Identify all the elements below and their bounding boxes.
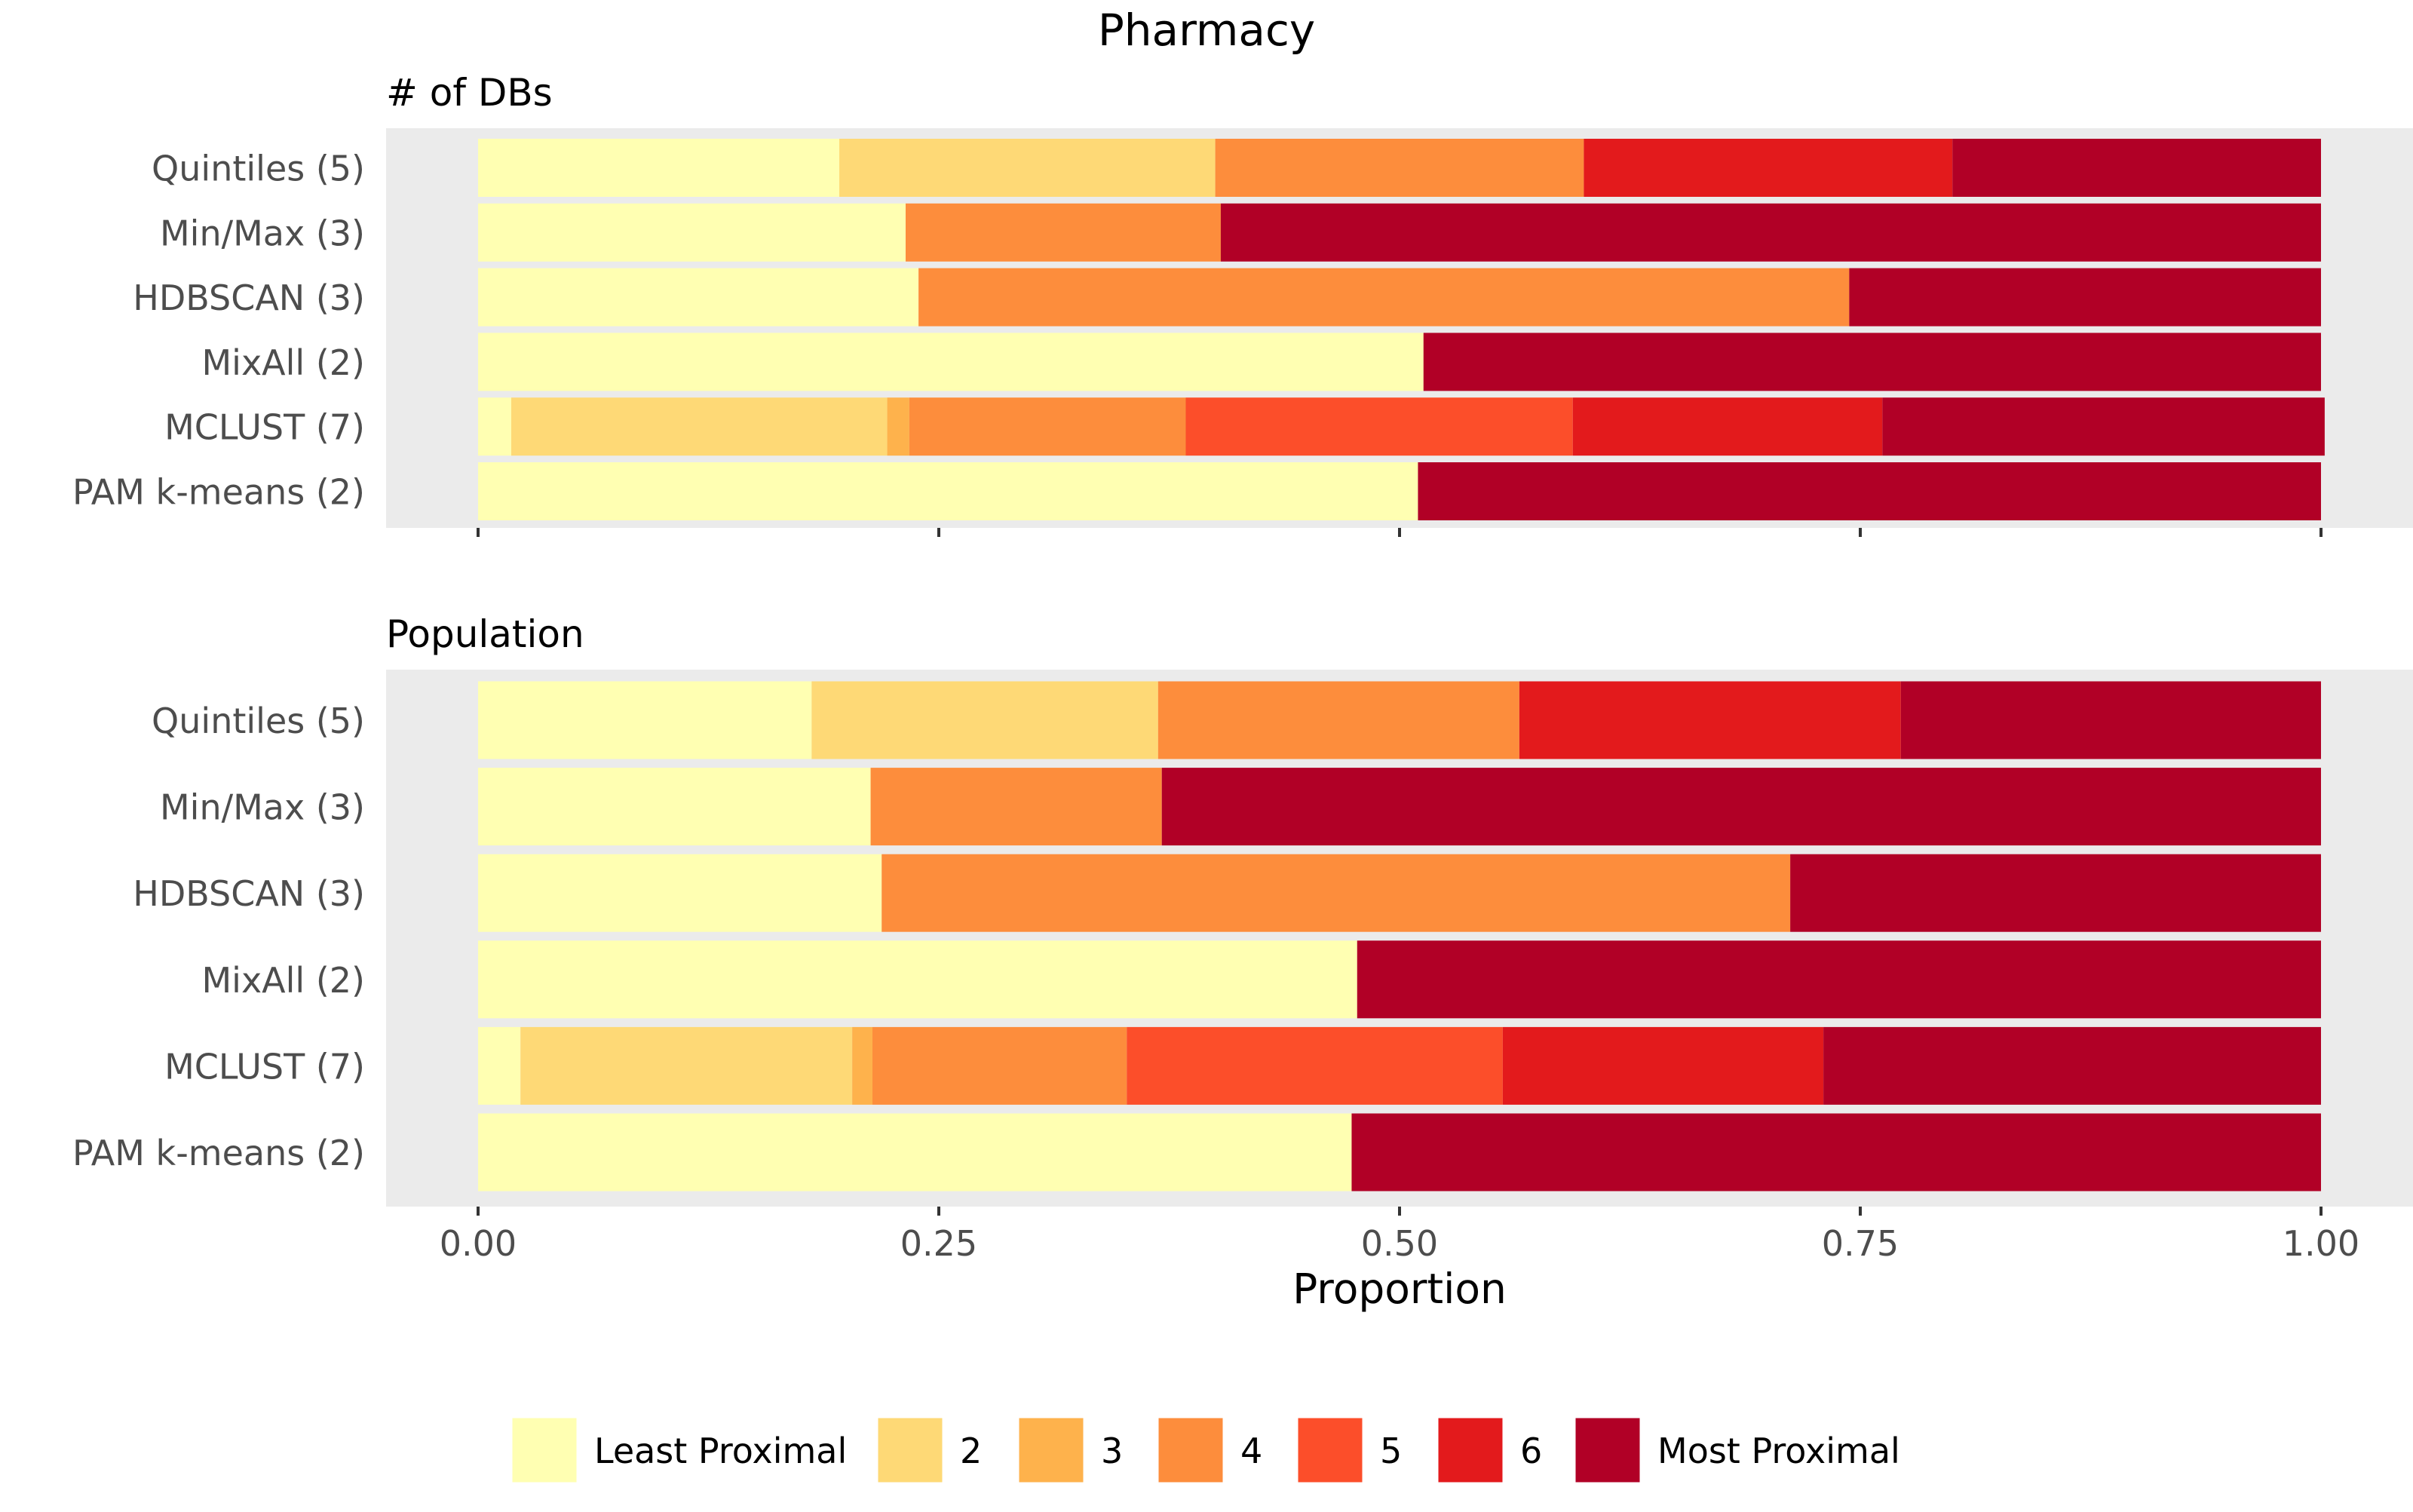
legend-swatch [1436, 1415, 1505, 1485]
legend-label: Most Proximal [1657, 1431, 1900, 1471]
bar-segment [1882, 397, 2325, 456]
legend-swatch [1016, 1415, 1086, 1485]
category-label: MixAll (2) [201, 960, 365, 1001]
bar-segment [906, 203, 1221, 262]
legend-item: 6 [1436, 1415, 1542, 1485]
x-tick-label: 0.00 [440, 1223, 517, 1264]
category-label: Min/Max (3) [160, 787, 365, 828]
category-label: Quintiles (5) [152, 701, 365, 741]
category-label: HDBSCAN (3) [133, 873, 365, 914]
legend-label: 3 [1101, 1431, 1123, 1471]
bar-segment [1127, 1026, 1503, 1105]
bar-segment [520, 1026, 853, 1105]
bar-segment [1220, 203, 2321, 262]
legend-label: 2 [960, 1431, 982, 1471]
bar-segment [811, 681, 1158, 759]
bar-segment [478, 681, 812, 759]
legend-swatch [875, 1415, 945, 1485]
chart-title: Pharmacy [1098, 5, 1315, 56]
bar-segment [852, 1026, 873, 1105]
bar-segment [478, 333, 1424, 391]
legend-swatch [1573, 1415, 1642, 1485]
bar-segment [478, 940, 1357, 1019]
bar-segment [478, 139, 840, 197]
legend-item: Least Proximal [510, 1415, 847, 1485]
category-label: Min/Max (3) [160, 213, 365, 253]
x-tick-label: 0.25 [900, 1223, 977, 1264]
x-tick-label: 0.50 [1361, 1223, 1438, 1264]
x-axis-label: Proportion [1292, 1265, 1507, 1313]
bar-segment [1849, 268, 2321, 327]
bar-segment [1161, 768, 2321, 846]
bar-segment [478, 397, 511, 456]
category-label: PAM k-means (2) [72, 1133, 365, 1173]
legend-label: 5 [1380, 1431, 1402, 1471]
legend-item: 3 [1016, 1415, 1123, 1485]
bar-segment [1423, 333, 2321, 391]
bar-segment [1157, 681, 1519, 759]
legend-item: 2 [875, 1415, 982, 1485]
bar-segment [1519, 681, 1901, 759]
bar-segment [1185, 397, 1573, 456]
bar-segment [1823, 1026, 2321, 1105]
category-label: PAM k-means (2) [72, 472, 365, 513]
bar-segment [1790, 854, 2321, 932]
bar-segment [478, 462, 1418, 520]
legend-label: Least Proximal [594, 1431, 847, 1471]
legend: Least Proximal 2 3 4 5 6 Most Proximal [510, 1415, 1900, 1485]
bar-segment [1572, 397, 1883, 456]
bar-segment [1952, 139, 2321, 197]
bar-segment [909, 397, 1186, 456]
x-tick-label: 0.75 [1822, 1223, 1899, 1264]
legend-swatch [1156, 1415, 1225, 1485]
bar-segment [870, 768, 1162, 846]
bar-segment [478, 768, 871, 846]
bar-segment [478, 854, 882, 932]
bar-segment [478, 1026, 521, 1105]
bar-segment [478, 203, 906, 262]
category-label: MixAll (2) [201, 342, 365, 383]
bar-segment [918, 268, 1850, 327]
legend-swatch [510, 1415, 579, 1485]
legend-label: 6 [1520, 1431, 1542, 1471]
bar-segment [872, 1026, 1127, 1105]
bar-segment [887, 397, 909, 456]
legend-item: 4 [1156, 1415, 1262, 1485]
panel-2: Population Quintiles (5) Min/Max (3) HDBSCA… [72, 612, 2413, 1264]
bar-segment [839, 139, 1216, 197]
legend-item: Most Proximal [1573, 1415, 1900, 1485]
bar-segment [478, 268, 919, 327]
bar-segment [478, 1113, 1352, 1192]
category-label: Quintiles (5) [152, 149, 365, 189]
x-tick-label: 1.00 [2283, 1223, 2359, 1264]
category-label: MCLUST (7) [164, 1046, 365, 1087]
bar-segment [881, 854, 1791, 932]
bar-segment [1215, 139, 1584, 197]
panels: # of DBs Quintiles (5) Min/Max (3) HDBSCAN … [72, 71, 2413, 1264]
bar-segment [1351, 1113, 2321, 1192]
legend-swatch [1295, 1415, 1365, 1485]
bar-segment [511, 397, 888, 456]
bar-segment [1502, 1026, 1824, 1105]
bar-segment [1584, 139, 1953, 197]
bar-segment [1900, 681, 2321, 759]
bar-segment [1418, 462, 2321, 520]
panel-1: # of DBs Quintiles (5) Min/Max (3) HDBSCAN … [72, 71, 2413, 537]
legend-label: 4 [1240, 1431, 1262, 1471]
bar-segment [1357, 940, 2321, 1019]
panel-subtitle: Population [386, 612, 584, 656]
panel-subtitle: # of DBs [386, 71, 553, 115]
category-label: HDBSCAN (3) [133, 278, 365, 318]
legend-item: 5 [1295, 1415, 1402, 1485]
category-label: MCLUST (7) [164, 407, 365, 448]
